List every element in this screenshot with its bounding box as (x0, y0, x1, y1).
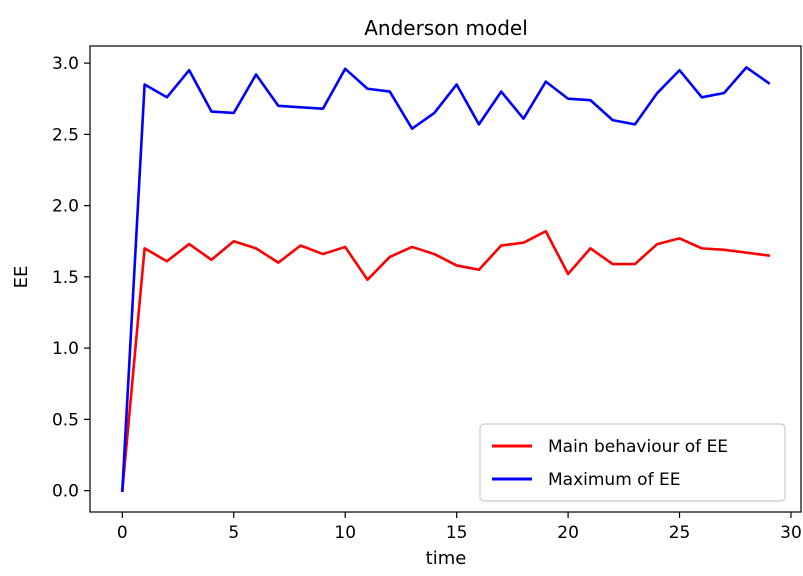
axes-layer (89, 45, 802, 513)
y-tick-label: 2.0 (52, 197, 79, 217)
legend: Main behaviour of EE Maximum of EE (479, 423, 786, 502)
legend-box (479, 423, 786, 502)
series-line-2 (120, 66, 771, 492)
series-line-1 (120, 229, 771, 493)
y-tick-label: 0.5 (52, 410, 79, 430)
x-tick-label: 30 (780, 523, 802, 543)
y-tick-label: 1.0 (52, 339, 79, 359)
plot-frame (89, 45, 802, 513)
x-tick-label: 0 (117, 523, 128, 543)
ticks-layer: 0 5 10 15 20 25 30 0.0 0.5 1.0 1.5 2.0 2.5 3.0 (52, 54, 802, 543)
y-tick-label: 3.0 (52, 54, 79, 74)
x-tick-label: 15 (446, 523, 468, 543)
x-tick-label: 20 (557, 523, 579, 543)
legend-label: Main behaviour of EE (548, 437, 728, 457)
y-tick-label: 1.5 (52, 268, 79, 288)
x-axis-label: time (426, 548, 467, 569)
chart-title: Anderson model (364, 16, 528, 40)
y-tick-label: 2.5 (52, 125, 79, 145)
y-tick-label: 0.0 (52, 482, 79, 502)
x-tick-label: 25 (669, 523, 691, 543)
y-axis-label: EE (11, 266, 32, 289)
x-tick-label: 10 (334, 523, 356, 543)
legend-label: Maximum of EE (548, 470, 680, 490)
x-tick-label: 5 (228, 523, 239, 543)
series-layer (120, 66, 771, 493)
